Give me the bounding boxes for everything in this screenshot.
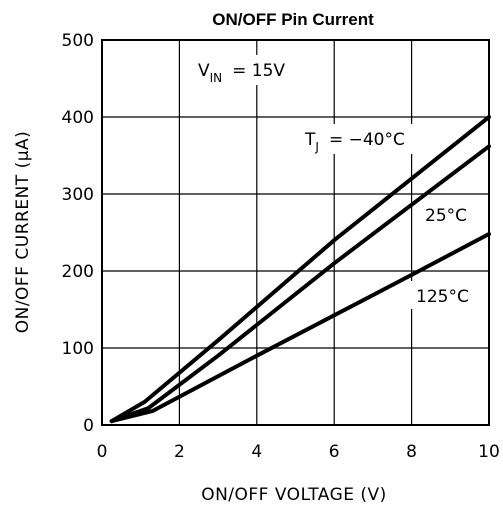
condition-symbol: V	[198, 61, 210, 81]
annotation-background	[410, 281, 482, 309]
series-line-1	[109, 144, 491, 424]
x-tick-label: 4	[251, 442, 262, 462]
x-tick-label: 6	[329, 442, 340, 462]
annotation-background	[192, 55, 260, 85]
series-label-minus40-value: = −40°C	[329, 130, 405, 150]
series-line-2	[109, 232, 491, 424]
grid	[102, 40, 489, 425]
series-label-minus40-symbol: T	[304, 130, 316, 150]
series-label-125: 125°C	[416, 287, 469, 307]
y-tick-label: 500	[62, 31, 94, 51]
y-tick-label: 100	[62, 339, 94, 359]
condition-value: = 15V	[232, 61, 285, 81]
x-axis-label: ON/OFF VOLTAGE (V)	[201, 485, 387, 505]
y-tick-label: 0	[83, 416, 94, 436]
series-label-minus40: TJ = −40°C	[304, 130, 405, 154]
x-tick-label: 2	[174, 442, 185, 462]
series-line-0	[109, 115, 491, 424]
x-tick-label: 10	[478, 442, 500, 462]
annotation-background	[300, 124, 440, 154]
chart-title: ON/OFF Pin Current	[212, 10, 374, 29]
series-label-minus40-subscript: J	[314, 140, 319, 154]
y-tick-label: 200	[62, 262, 94, 282]
series-label-25: 25°C	[425, 206, 467, 226]
plot-frame	[101, 39, 490, 426]
annotation-backgrounds	[192, 55, 482, 309]
y-tick-label: 300	[62, 185, 94, 205]
y-axis-label: ON/OFF CURRENT (μA)	[13, 131, 33, 334]
condition-annotation: VIN = 15V	[198, 61, 285, 85]
condition-subscript: IN	[210, 71, 223, 85]
x-tick-label: 8	[406, 442, 417, 462]
y-tick-label: 400	[62, 108, 94, 128]
x-tick-label: 0	[97, 442, 108, 462]
annotation-background	[420, 200, 480, 228]
series-lines	[109, 115, 491, 424]
